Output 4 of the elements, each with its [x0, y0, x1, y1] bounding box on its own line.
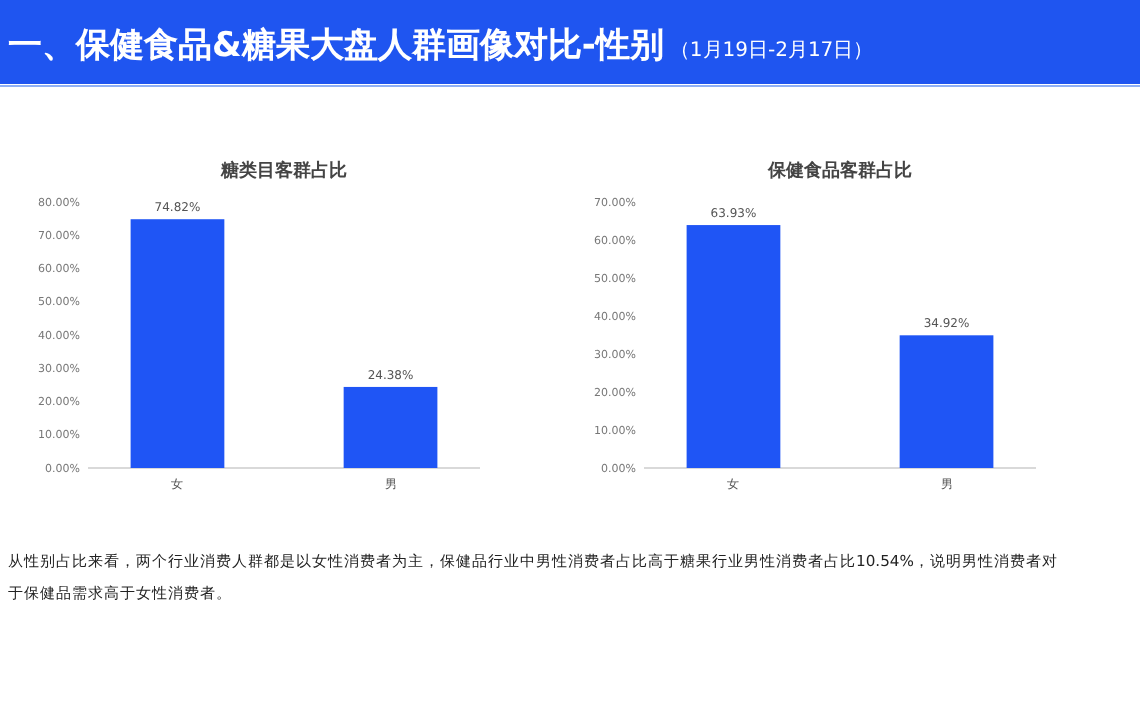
chart-title: 糖类目客群占比 [219, 160, 347, 182]
text: （1月19日-2月17日） [669, 40, 874, 62]
text: 一、保健食品&糖果大盘人群画像对比-性别 [8, 26, 664, 66]
chart-title: 保健食品客群占比 [766, 160, 912, 182]
